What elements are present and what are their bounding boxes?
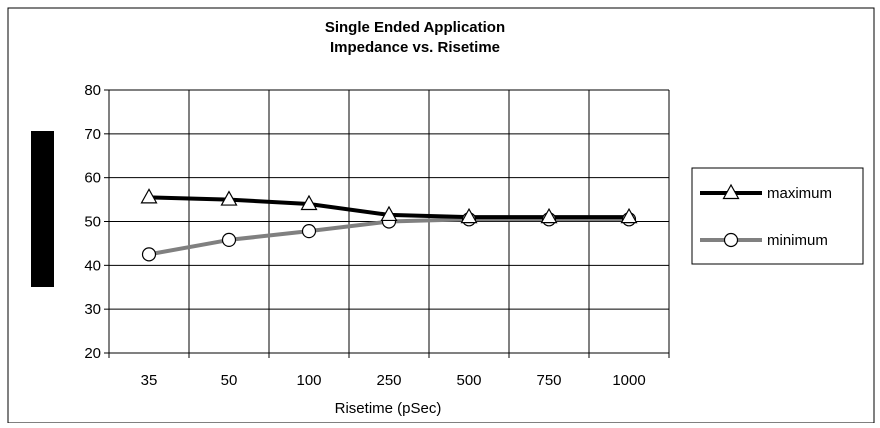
series bbox=[140, 188, 638, 262]
markers-maximum bbox=[140, 188, 638, 224]
y-tick-label: 40 bbox=[84, 257, 101, 274]
y-tick-label: 30 bbox=[84, 301, 101, 318]
data-point-minimum bbox=[221, 232, 237, 248]
y-tick-label: 70 bbox=[84, 126, 101, 143]
y-tick-label: 20 bbox=[84, 345, 101, 362]
data-point-minimum bbox=[301, 224, 317, 239]
data-point-maximum bbox=[220, 190, 238, 206]
x-tick-label: 35 bbox=[141, 372, 158, 389]
x-tick-label: 500 bbox=[456, 372, 481, 389]
legend-label: maximum bbox=[767, 185, 832, 202]
x-axis-label: Risetime (pSec) bbox=[335, 400, 442, 417]
data-point-minimum bbox=[141, 247, 157, 262]
x-tick-label: 250 bbox=[376, 372, 401, 389]
legend-item-maximum: maximum bbox=[700, 183, 832, 202]
x-tick-label: 50 bbox=[221, 372, 238, 389]
data-point-maximum bbox=[540, 207, 558, 224]
x-tick-label: 1000 bbox=[612, 372, 645, 389]
data-point-maximum bbox=[300, 194, 318, 211]
data-point-maximum bbox=[140, 188, 158, 204]
x-tick-label: 750 bbox=[536, 372, 561, 389]
legend-marker-circle bbox=[723, 232, 739, 248]
axis-label-redaction-bar bbox=[31, 131, 54, 287]
chart-subtitle: Impedance vs. Risetime bbox=[330, 39, 500, 56]
legend-label: minimum bbox=[767, 232, 828, 249]
legend-item-minimum: minimum bbox=[700, 232, 828, 249]
data-point-maximum bbox=[620, 207, 638, 224]
legend-box bbox=[691, 167, 864, 265]
data-point-maximum bbox=[460, 207, 478, 224]
y-tick-label: 80 bbox=[84, 82, 101, 99]
data-point-maximum bbox=[380, 205, 398, 222]
x-axis-ticks: 35 50 100 250 500 750 1000 bbox=[141, 372, 646, 389]
x-tick-label: 100 bbox=[296, 372, 321, 389]
axes bbox=[104, 89, 670, 358]
legend-marker-triangle bbox=[722, 183, 740, 200]
y-tick-label: 50 bbox=[84, 214, 101, 231]
legend: maximum minimum bbox=[691, 167, 864, 265]
chart-title: Single Ended Application bbox=[325, 19, 505, 36]
y-axis-ticks: 20 30 40 50 60 70 80 bbox=[84, 82, 101, 362]
y-tick-label: 60 bbox=[84, 170, 101, 187]
